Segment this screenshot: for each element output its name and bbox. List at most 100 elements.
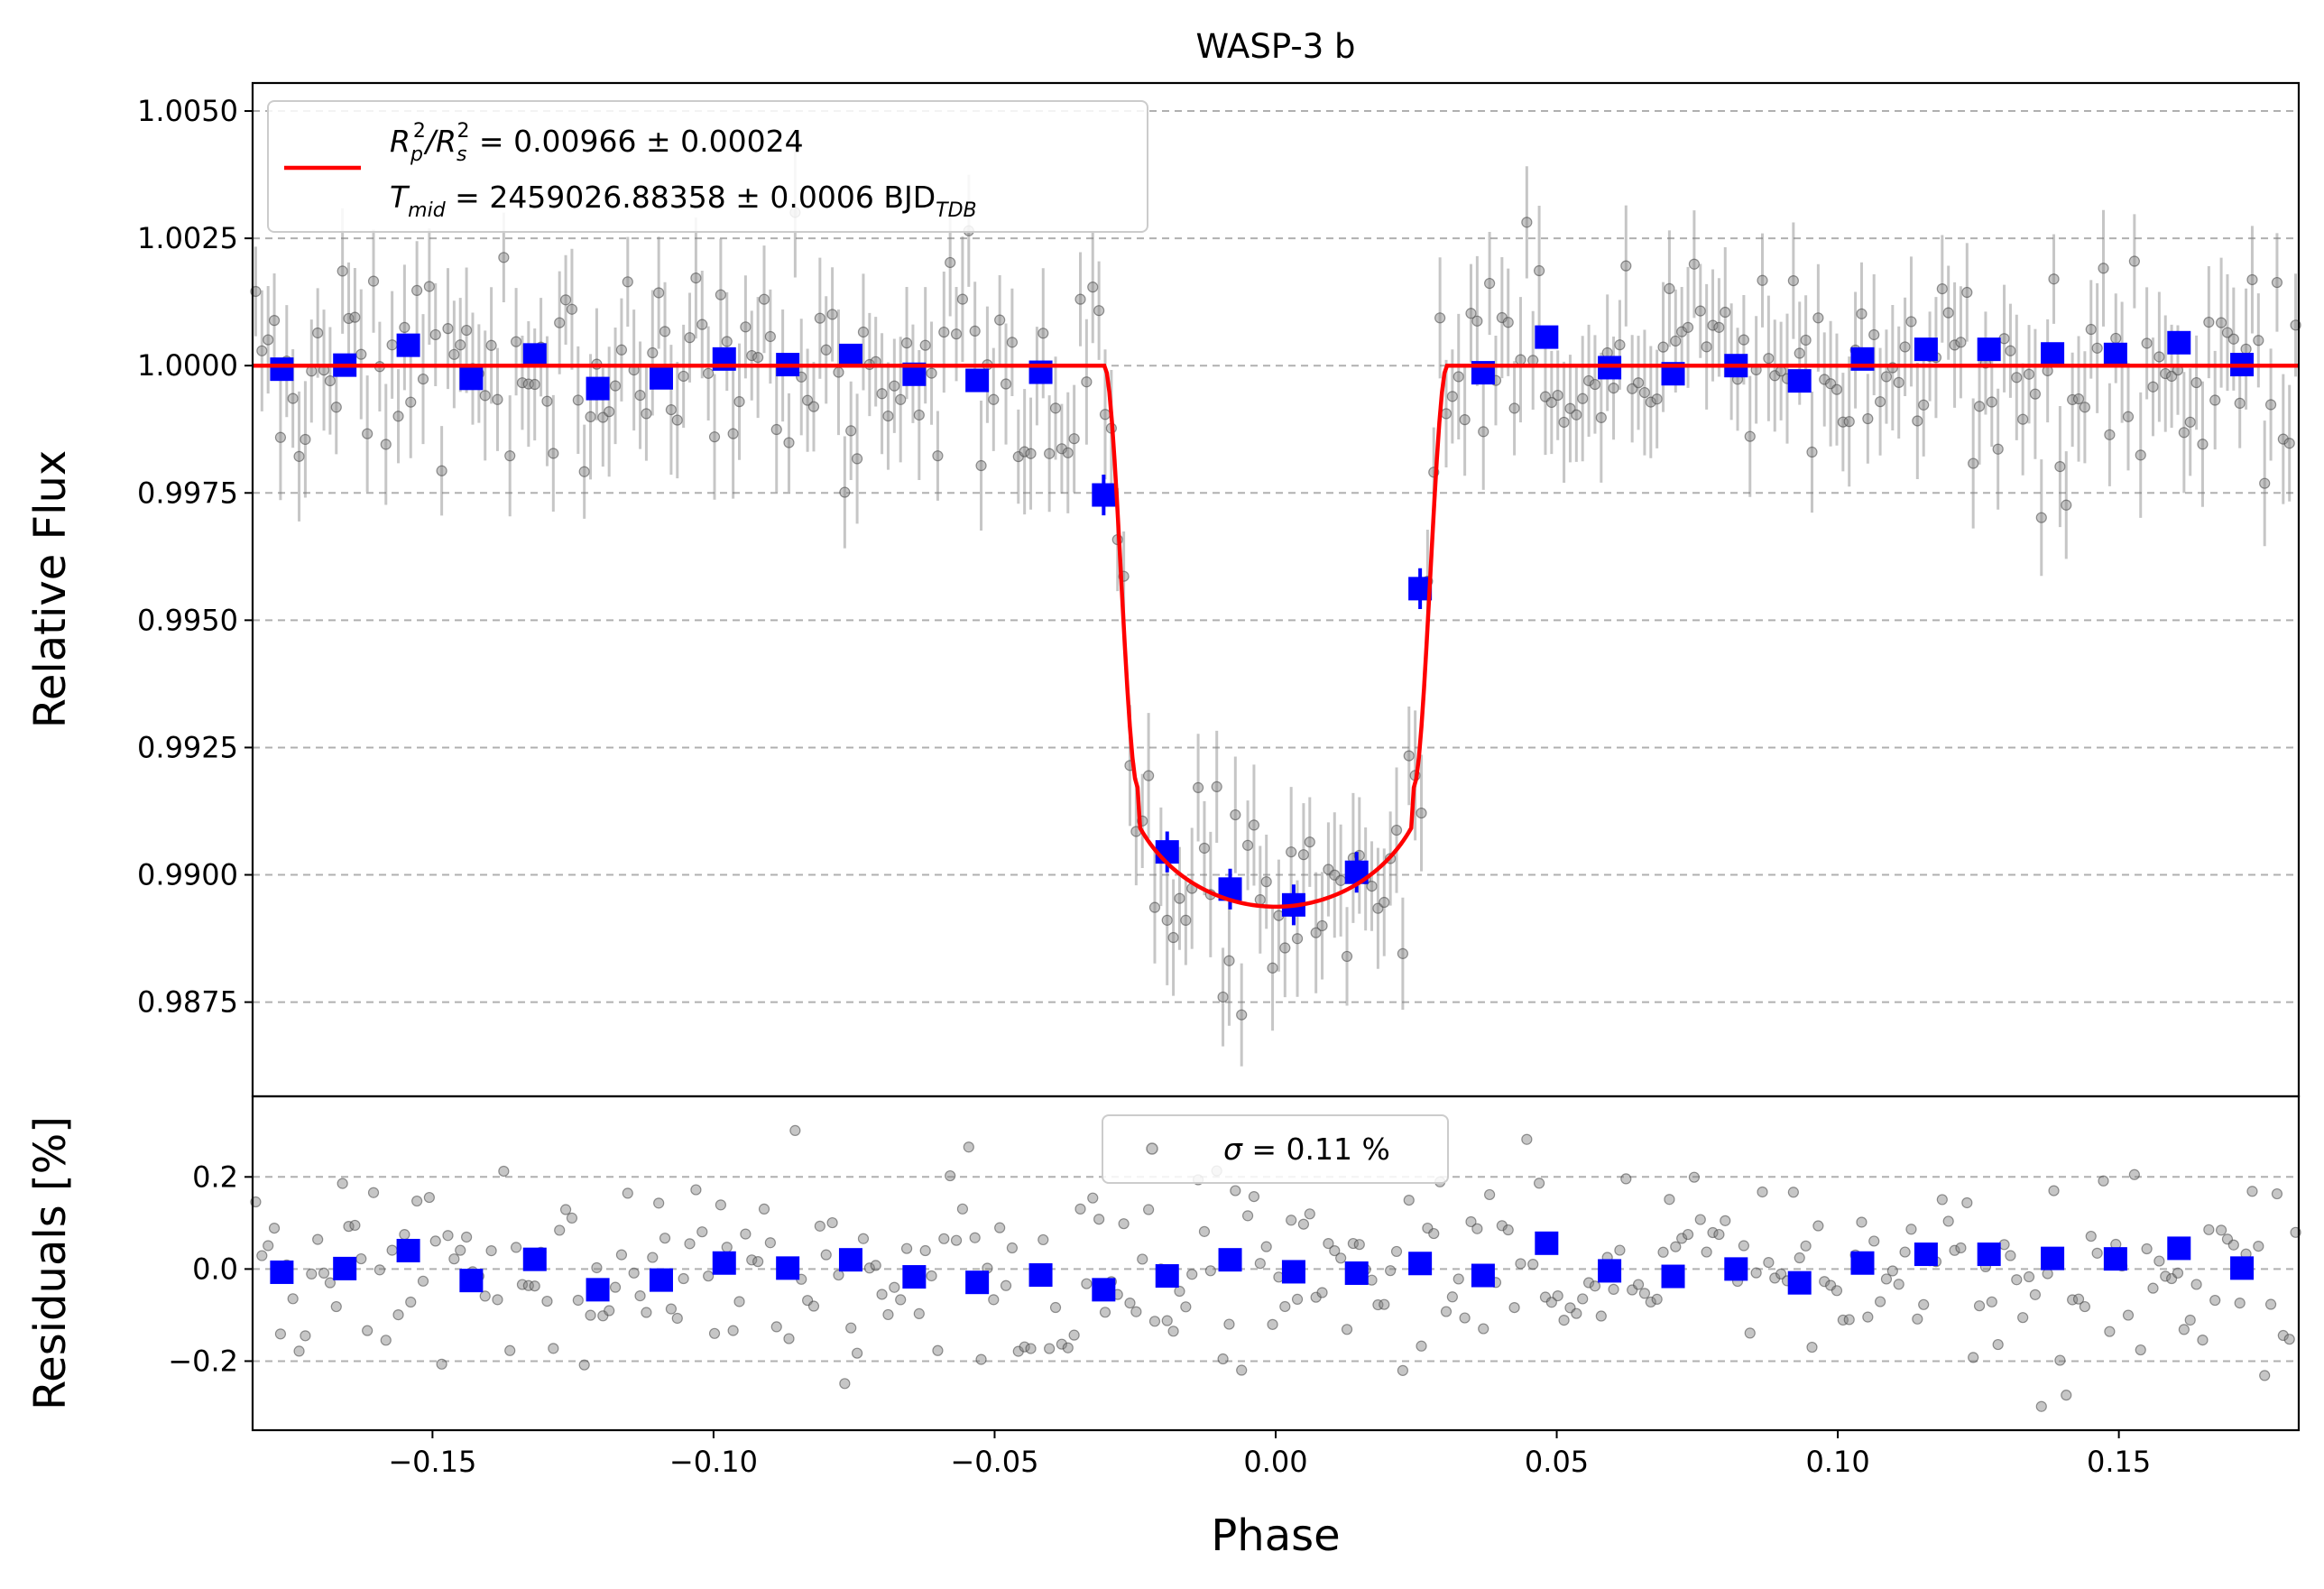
raw-flux-point — [429, 328, 441, 341]
binned-residual-point — [2167, 1236, 2191, 1261]
raw-flux-point — [1998, 333, 2010, 345]
main-y-tick-label: 1.0025 — [137, 221, 238, 255]
raw-flux-point — [287, 393, 299, 404]
raw-flux-point — [1403, 750, 1415, 762]
raw-residual-point — [770, 1321, 782, 1333]
raw-residual-point — [1608, 1283, 1619, 1296]
raw-flux-point — [1241, 839, 1254, 851]
raw-flux-point — [436, 465, 447, 476]
main-plot-frame — [251, 81, 2301, 1098]
raw-flux-point — [1812, 312, 1824, 324]
raw-residual-point — [1936, 1194, 1948, 1206]
raw-residual-point — [1880, 1273, 1893, 1285]
raw-flux-point — [1986, 396, 1997, 408]
raw-flux-point — [2178, 427, 2190, 439]
raw-residual-point — [1038, 1233, 1049, 1246]
raw-residual-point — [2141, 1243, 2153, 1255]
raw-flux-point — [362, 428, 374, 439]
raw-residual-point — [2283, 1334, 2295, 1345]
raw-flux-point — [1062, 447, 1074, 458]
raw-flux-point — [411, 284, 423, 296]
raw-flux-point — [423, 281, 435, 292]
raw-flux-point — [1044, 448, 1056, 459]
raw-flux-point — [479, 390, 491, 402]
raw-residual-point — [1973, 1300, 1986, 1312]
raw-flux-point — [2190, 376, 2202, 389]
raw-flux-point — [2104, 429, 2116, 440]
binned-residual-point — [1724, 1257, 1748, 1281]
raw-flux-point — [839, 486, 851, 498]
raw-residual-point — [510, 1242, 522, 1253]
raw-residual-point — [1279, 1300, 1291, 1313]
raw-flux-point — [1087, 282, 1099, 293]
raw-residual-point — [1942, 1215, 1954, 1227]
raw-residual-point — [783, 1333, 795, 1344]
raw-flux-point — [708, 431, 721, 443]
x-axis-title: Phase — [1211, 1510, 1340, 1561]
raw-flux-point — [554, 317, 566, 328]
raw-residual-point — [1763, 1257, 1775, 1269]
raw-flux-point — [715, 289, 726, 300]
raw-flux-point — [1949, 339, 1960, 351]
raw-residual-point — [1843, 1314, 1855, 1326]
binned-residual-point — [965, 1270, 990, 1295]
raw-residual-point — [559, 1204, 572, 1215]
raw-residual-point — [1341, 1324, 1353, 1335]
raw-residual-point — [2215, 1224, 2227, 1236]
raw-flux-point — [2264, 399, 2277, 411]
raw-flux-point — [721, 336, 733, 347]
raw-residual-point — [263, 1240, 274, 1252]
raw-residual-point — [300, 1330, 311, 1342]
raw-residual-point — [1397, 1364, 1408, 1376]
raw-residual-point — [548, 1343, 559, 1354]
raw-residual-point — [764, 1237, 776, 1249]
raw-residual-point — [1502, 1224, 1514, 1236]
raw-residual-point — [417, 1275, 429, 1287]
raw-residual-point — [330, 1300, 342, 1313]
raw-flux-point — [950, 328, 963, 340]
x-tick-label: 0.05 — [1525, 1445, 1589, 1479]
raw-flux-point — [293, 450, 305, 462]
raw-flux-point — [1291, 933, 1304, 945]
raw-flux-point — [380, 439, 392, 450]
raw-flux-point — [1868, 328, 1880, 341]
sigma-value: = 0.11 % — [1242, 1132, 1390, 1167]
raw-flux-point — [1545, 396, 1557, 409]
raw-residual-point — [1769, 1272, 1781, 1284]
raw-residual-point — [671, 1312, 683, 1325]
raw-residual-point — [2197, 1335, 2209, 1346]
raw-residual-point — [2184, 1314, 2196, 1326]
raw-residual-point — [1465, 1215, 1477, 1228]
raw-residual-point — [1198, 1225, 1211, 1237]
raw-flux-point — [1093, 305, 1105, 317]
raw-flux-point — [1899, 341, 1911, 353]
binned-flux-point — [1977, 337, 2001, 362]
raw-flux-point — [492, 393, 503, 405]
legend-rs-symbol: /R — [423, 124, 456, 159]
raw-flux-point — [2227, 333, 2239, 345]
legend-rs-sub: s — [456, 143, 466, 166]
raw-residual-point — [932, 1344, 944, 1356]
raw-flux-point — [1459, 414, 1471, 426]
raw-residual-point — [938, 1233, 950, 1244]
raw-residual-point — [721, 1242, 733, 1253]
raw-flux-points — [250, 147, 2301, 1067]
raw-flux-point — [1192, 781, 1204, 793]
binned-residual-point — [1661, 1264, 1685, 1289]
raw-residual-point — [1998, 1239, 2010, 1251]
raw-residual-point — [1174, 1285, 1185, 1298]
raw-flux-point — [1223, 955, 1235, 966]
raw-residual-point — [2079, 1300, 2090, 1313]
raw-residual-point — [1955, 1242, 1967, 1254]
main-legend: Rp2/Rs2 = 0.00966 ± 0.00024 Tmid = 24590… — [267, 100, 1148, 233]
raw-residual-point — [647, 1252, 659, 1263]
raw-residual-point — [504, 1344, 516, 1356]
raw-residual-point — [498, 1165, 510, 1178]
raw-flux-point — [1806, 446, 1818, 458]
raw-residual-point — [349, 1219, 361, 1232]
raw-flux-point — [690, 273, 702, 284]
raw-residual-point — [1527, 1259, 1539, 1270]
binned-flux-point — [2041, 342, 2065, 366]
x-tick-label: 0.00 — [1243, 1445, 1307, 1479]
raw-flux-point — [641, 408, 652, 420]
